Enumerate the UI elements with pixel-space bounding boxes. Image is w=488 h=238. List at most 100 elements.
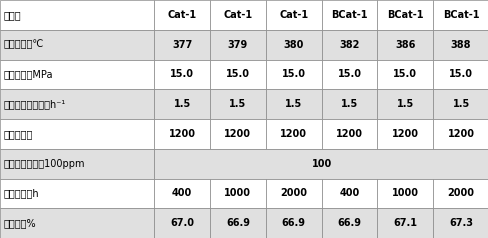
Text: 反应温度，℃: 反应温度，℃ [4,40,44,50]
Bar [432,0,488,30]
Text: 1200: 1200 [224,129,251,139]
Bar [154,149,488,178]
Bar [321,89,377,119]
Bar [0,149,154,178]
Text: 1.5: 1.5 [451,99,469,109]
Text: 1200: 1200 [335,129,362,139]
Bar [432,208,488,238]
Text: 1200: 1200 [391,129,418,139]
Bar [321,208,377,238]
Bar [265,208,321,238]
Text: 380: 380 [283,40,303,50]
Text: Cat-1: Cat-1 [223,10,252,20]
Text: 1.5: 1.5 [396,99,413,109]
Bar [0,0,154,30]
Text: 67.1: 67.1 [392,218,416,228]
Bar [377,0,432,30]
Bar [0,208,154,238]
Bar [0,178,154,208]
Text: 1000: 1000 [224,188,251,198]
Text: Cat-1: Cat-1 [279,10,307,20]
Bar [154,208,209,238]
Text: 1200: 1200 [168,129,195,139]
Bar [377,30,432,60]
Text: 转化率，%: 转化率，% [4,218,37,228]
Text: 15.0: 15.0 [392,69,416,79]
Text: 400: 400 [172,188,192,198]
Text: 1.5: 1.5 [229,99,246,109]
Bar [154,89,209,119]
Text: 运转时间，h: 运转时间，h [4,188,40,198]
Text: 催化剂: 催化剂 [4,10,21,20]
Bar [321,30,377,60]
Bar [154,119,209,149]
Bar [432,178,488,208]
Text: 15.0: 15.0 [170,69,194,79]
Text: 67.3: 67.3 [448,218,472,228]
Bar [377,119,432,149]
Bar [265,89,321,119]
Bar [209,89,265,119]
Bar [377,178,432,208]
Bar [154,178,209,208]
Text: 67.0: 67.0 [170,218,194,228]
Text: 382: 382 [339,40,359,50]
Bar [265,30,321,60]
Text: 2000: 2000 [447,188,474,198]
Text: 379: 379 [227,40,247,50]
Bar [321,60,377,89]
Text: 15.0: 15.0 [448,69,472,79]
Text: 388: 388 [450,40,470,50]
Bar [432,30,488,60]
Text: 1200: 1200 [447,129,474,139]
Bar [154,60,209,89]
Text: 2000: 2000 [280,188,306,198]
Text: 15.0: 15.0 [337,69,361,79]
Text: 1000: 1000 [391,188,418,198]
Bar [377,60,432,89]
Bar [321,178,377,208]
Bar [209,208,265,238]
Bar [321,119,377,149]
Bar [265,60,321,89]
Bar [209,119,265,149]
Bar [377,89,432,119]
Bar [265,119,321,149]
Bar [0,89,154,119]
Text: BCat-1: BCat-1 [386,10,423,20]
Bar [0,119,154,149]
Text: 裂化段体积空速，h⁻¹: 裂化段体积空速，h⁻¹ [4,99,66,109]
Bar [0,60,154,89]
Bar [209,178,265,208]
Bar [154,0,209,30]
Bar [321,0,377,30]
Text: 15.0: 15.0 [281,69,305,79]
Text: 反应压力，MPa: 反应压力，MPa [4,69,53,79]
Text: 100: 100 [311,159,331,169]
Text: 1.5: 1.5 [173,99,190,109]
Text: 66.9: 66.9 [225,218,249,228]
Bar [265,178,321,208]
Text: 1.5: 1.5 [340,99,357,109]
Text: Cat-1: Cat-1 [167,10,196,20]
Text: 氢油体积比: 氢油体积比 [4,129,33,139]
Bar [265,0,321,30]
Bar [209,30,265,60]
Bar [209,0,265,30]
Text: 66.9: 66.9 [281,218,305,228]
Text: BCat-1: BCat-1 [442,10,478,20]
Bar [432,60,488,89]
Bar [432,119,488,149]
Text: 66.9: 66.9 [337,218,361,228]
Text: 1200: 1200 [280,129,306,139]
Bar [0,30,154,60]
Text: BCat-1: BCat-1 [330,10,367,20]
Text: 15.0: 15.0 [225,69,249,79]
Text: 1.5: 1.5 [285,99,302,109]
Text: 精制油氮含量，100ppm: 精制油氮含量，100ppm [4,159,85,169]
Bar [209,60,265,89]
Text: 386: 386 [394,40,415,50]
Bar [154,30,209,60]
Text: 377: 377 [172,40,192,50]
Bar [377,208,432,238]
